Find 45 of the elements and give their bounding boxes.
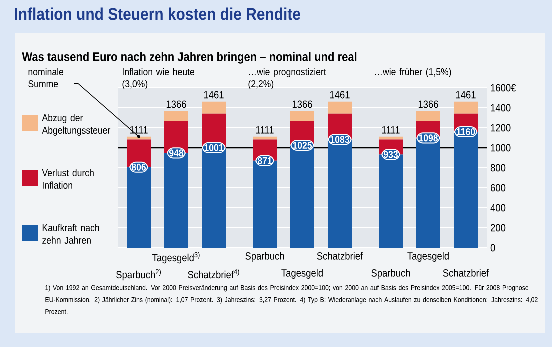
total-label: 1461 <box>456 91 476 99</box>
y-tick-label: 0 <box>490 244 496 252</box>
data-label: 948 <box>169 150 184 157</box>
annotation: …wie prognostiziert (2,2%) <box>248 68 326 90</box>
y-tick-label: 1000 <box>491 144 511 152</box>
y-tick-label: 600 <box>491 184 506 192</box>
data-label: 1098 <box>419 134 438 142</box>
x-tick-label: Tagesgeld$^{3)}$ <box>152 252 200 264</box>
y-tick-label: 800 <box>490 164 506 172</box>
data-label: 806 <box>132 164 146 171</box>
chart-title: Inflation und Steuern kosten die Rendite <box>15 8 300 20</box>
x-tick-label: Tagesgeld <box>282 269 323 279</box>
data-label: 871 <box>258 157 272 164</box>
y-tick-label: 1600€ <box>491 84 516 92</box>
y-tick-label: 200 <box>491 224 506 232</box>
legend-label: Kaufkraft nach zehn Jahren <box>42 224 100 244</box>
x-tick-label: Sparbuch <box>246 252 284 262</box>
x-tick-label: Tagesgeld <box>408 252 449 262</box>
chart-subtitle: Was tausend Euro nach zehn Jahren bringen – nominal und real <box>22 52 357 64</box>
annotation: Inflation wie heute (3,0%) <box>122 68 195 90</box>
legend-label: Verlust durch Inflation <box>42 169 94 190</box>
total-label: 1111 <box>130 126 148 134</box>
legend-label: Abzug der Abgeltungssteuer <box>42 114 111 136</box>
data-label: 1160 <box>457 128 476 136</box>
total-label: 1111 <box>256 126 274 134</box>
y-tick-label: 400 <box>490 204 506 212</box>
x-tick-label: Sparbuch$^{2)}$ <box>116 269 162 281</box>
data-label: 1083 <box>330 136 350 144</box>
text: …wie früher (1,5%) <box>375 68 452 78</box>
total-label: 1366 <box>418 100 438 108</box>
y-tick-label: 1200 <box>491 124 511 132</box>
total-label: 1461 <box>204 91 224 99</box>
x-tick-label: Schatzbrief <box>317 252 364 260</box>
total-label: 1111 <box>382 126 400 134</box>
data-label: 1001 <box>204 144 224 152</box>
total-label: 1461 <box>330 91 350 99</box>
y-tick-label: 1400 <box>491 104 511 112</box>
x-tick-label: Sparbuch <box>372 269 410 279</box>
data-label: 1025 <box>293 142 312 150</box>
total-label: 1366 <box>292 100 312 108</box>
data-label: 933 <box>384 151 398 158</box>
x-tick-label: Schatzbrief$^{4)}$ <box>188 269 240 279</box>
annotation: nominale Summe <box>28 68 64 88</box>
total-label: 1366 <box>166 100 186 108</box>
x-tick-label: Schatzbrief <box>443 269 490 277</box>
